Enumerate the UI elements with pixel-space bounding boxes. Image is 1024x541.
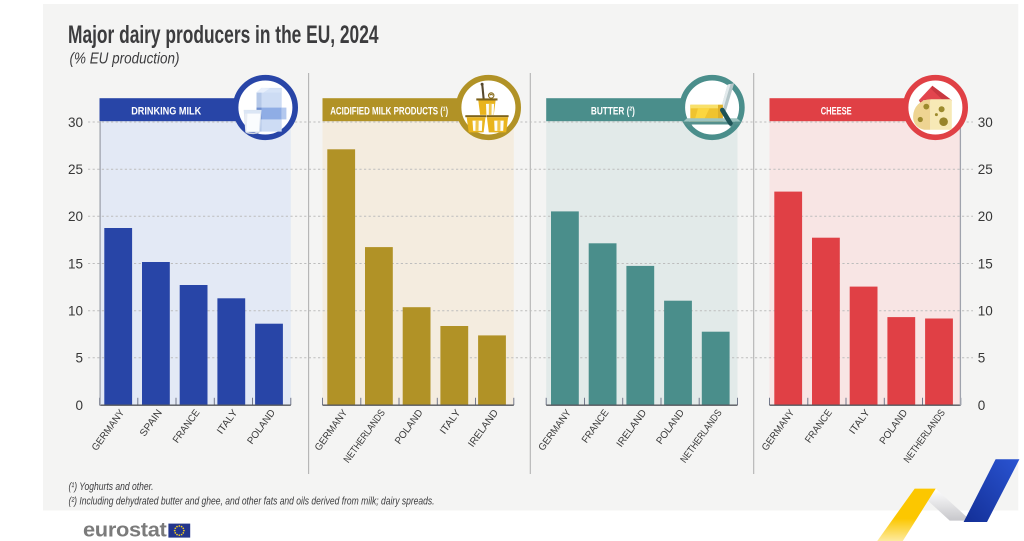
svg-text:25: 25 [68, 162, 83, 177]
svg-text:0: 0 [75, 398, 83, 413]
svg-text:eurostat: eurostat [83, 519, 167, 541]
svg-text:5: 5 [978, 351, 986, 366]
svg-text:10: 10 [68, 304, 83, 319]
svg-text:30: 30 [68, 115, 83, 130]
svg-text:15: 15 [978, 256, 993, 271]
svg-text:CHEESE: CHEESE [821, 105, 852, 117]
svg-text:15: 15 [68, 256, 83, 271]
svg-text:20: 20 [978, 209, 993, 224]
svg-text:10: 10 [978, 304, 993, 319]
svg-text:(¹) Yoghurts and other.: (¹) Yoghurts and other. [69, 481, 154, 493]
svg-text:5: 5 [75, 351, 83, 366]
svg-text:(% EU production): (% EU production) [70, 51, 180, 68]
svg-text:ACIDIFIED MILK PRODUCTS (¹): ACIDIFIED MILK PRODUCTS (¹) [330, 105, 448, 117]
svg-text:BUTTER (²): BUTTER (²) [591, 105, 635, 117]
svg-text:0: 0 [978, 398, 986, 413]
svg-text:30: 30 [978, 115, 993, 130]
svg-text:DRINKING MILK: DRINKING MILK [131, 105, 201, 117]
svg-text:Major dairy producers in the E: Major dairy producers in the EU, 2024 [68, 21, 379, 49]
svg-text:(²) Including dehydrated butte: (²) Including dehydrated butter and ghee… [69, 495, 435, 507]
svg-text:25: 25 [978, 162, 993, 177]
svg-text:20: 20 [68, 209, 83, 224]
